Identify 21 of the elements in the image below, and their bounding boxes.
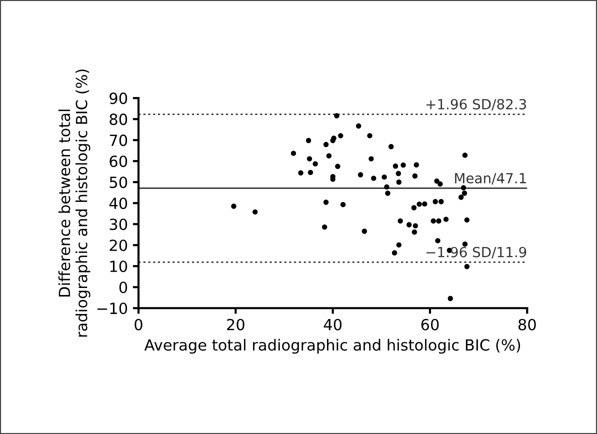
ref-line-label: −1.96 SD/11.9 bbox=[426, 246, 526, 258]
y-tick-label: 30 bbox=[110, 218, 128, 230]
ref-line-label: +1.96 SD/82.3 bbox=[426, 98, 526, 111]
y-tick-label: 0 bbox=[119, 282, 128, 294]
y-tick-label: −10 bbox=[97, 302, 128, 314]
y-tick-label: 20 bbox=[110, 240, 128, 252]
y-tick-label: 80 bbox=[110, 114, 128, 126]
x-tick-label: 20 bbox=[227, 318, 244, 330]
y-tick-label: 70 bbox=[110, 134, 128, 146]
y-tick-label: 60 bbox=[110, 156, 128, 168]
x-tick-label: 40 bbox=[324, 318, 342, 330]
x-tick-label: 80 bbox=[518, 318, 536, 330]
y-axis-title: Difference between total radiographic and histologic BIC (%) bbox=[58, 70, 90, 337]
ref-line-label: Mean/47.1 bbox=[455, 173, 526, 184]
y-tick-label: 90 bbox=[110, 92, 128, 104]
x-tick-label: 60 bbox=[421, 318, 439, 330]
x-tick-label: 0 bbox=[134, 318, 142, 330]
y-tick-label: 10 bbox=[110, 260, 128, 272]
y-tick-label: 40 bbox=[109, 198, 128, 210]
y-tick-label: 50 bbox=[110, 176, 128, 188]
x-axis-title: Average total radiographic and histologic BIC (%) bbox=[144, 338, 520, 354]
